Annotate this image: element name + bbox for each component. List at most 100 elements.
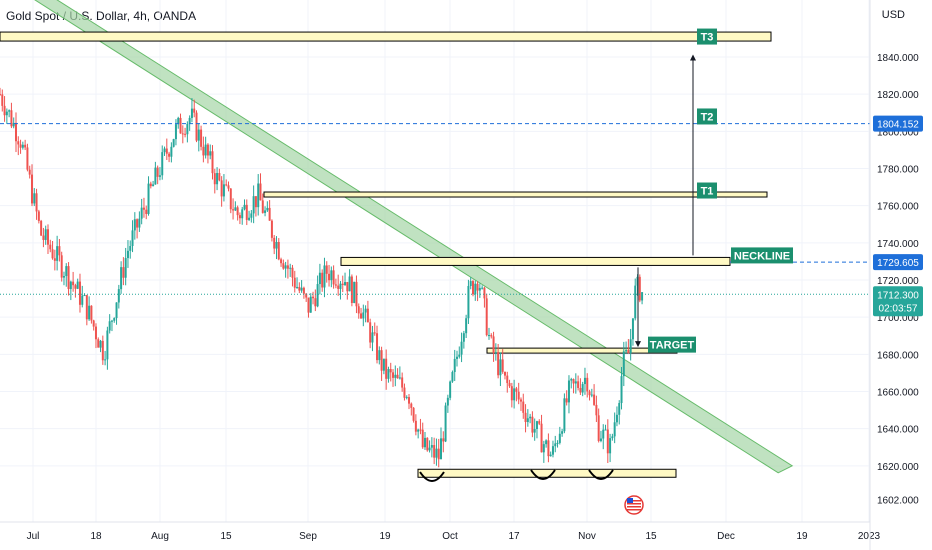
candle-body <box>273 237 276 249</box>
candle-body <box>261 200 264 213</box>
candle-body <box>1 94 4 106</box>
candle-body <box>110 320 113 322</box>
candle-body <box>3 105 6 116</box>
candle-body <box>113 318 116 321</box>
neckline-down-arrow-head <box>635 341 641 348</box>
candle-body <box>211 151 214 174</box>
candle-body <box>314 298 317 307</box>
x-tick-label: Oct <box>442 531 458 542</box>
candle-body <box>529 416 532 419</box>
candle-body <box>318 272 321 285</box>
flag-stripe <box>627 500 641 502</box>
candle-body <box>494 352 497 354</box>
candle-body <box>92 320 95 327</box>
candle-body <box>586 377 589 392</box>
candle-body <box>19 144 22 148</box>
candle-body <box>348 276 351 292</box>
candle-body <box>136 219 139 228</box>
candle-body <box>519 399 522 402</box>
bottom-smile-mark <box>419 471 445 482</box>
candle-body <box>410 403 413 408</box>
candle-body <box>197 129 200 141</box>
candle-body <box>471 281 474 295</box>
candle-body <box>254 196 257 208</box>
candle-body <box>622 351 625 377</box>
candle-body <box>604 429 607 431</box>
candle-countdown: 02:03:57 <box>879 303 918 314</box>
candle-body <box>524 412 527 423</box>
candle-body <box>346 282 349 292</box>
x-tick-label: 19 <box>796 531 808 542</box>
price-badge-1804.152: 1804.152 <box>877 120 919 131</box>
candle-body <box>289 267 292 269</box>
candle-body <box>405 397 408 399</box>
candle-body <box>396 374 399 379</box>
candle-body <box>567 380 570 403</box>
candle-body <box>492 336 495 353</box>
y-tick-label: 1620.000 <box>877 462 919 473</box>
flag-stripe <box>627 506 641 508</box>
candle-body <box>165 148 168 154</box>
label-target: TARGET <box>650 340 695 352</box>
candle-body <box>156 167 159 177</box>
candle-body <box>236 207 239 216</box>
candle-body <box>60 255 63 278</box>
candle-body <box>581 384 584 393</box>
candle-body <box>88 305 91 320</box>
candle-body <box>389 369 392 373</box>
candle-body <box>17 141 20 145</box>
x-tick-label: 15 <box>645 531 657 542</box>
candle-body <box>190 108 193 118</box>
candle-body <box>202 146 205 156</box>
candle-body <box>58 246 61 256</box>
candle-body <box>26 147 29 170</box>
candle-body <box>115 302 118 319</box>
x-tick-label: Aug <box>151 531 169 542</box>
candle-body <box>206 144 209 156</box>
candle-body <box>403 387 406 398</box>
candle-body <box>456 356 458 359</box>
x-tick-label: 19 <box>379 531 391 542</box>
label-t1-bg <box>697 182 717 199</box>
candle-body <box>40 220 43 236</box>
candle-body <box>392 372 395 378</box>
candle-body <box>181 133 184 135</box>
candle-body <box>503 371 506 376</box>
candle-body <box>270 220 273 238</box>
y-tick-label: 1840.000 <box>877 53 919 64</box>
candle-body <box>373 332 376 334</box>
candle-body <box>158 175 161 177</box>
candle-body <box>599 438 602 441</box>
candle-body <box>168 153 171 157</box>
y-tick-label: 1680.000 <box>877 350 919 361</box>
candle-body <box>90 305 93 321</box>
candle-body <box>216 173 219 185</box>
zone-support <box>417 468 677 478</box>
y-tick-label: 1700.000 <box>877 313 919 324</box>
candle-body <box>302 287 305 294</box>
label-t2: T2 <box>701 111 714 123</box>
annotations: T3 T2 T1 NECKLINE TARGET <box>0 28 870 515</box>
candle-body <box>394 374 397 378</box>
candle-body <box>65 266 68 277</box>
candle-body <box>129 246 132 251</box>
candle-body <box>540 423 543 453</box>
candle-body <box>533 429 536 433</box>
candle-body <box>152 184 155 187</box>
candle-body <box>147 183 150 214</box>
candle-body <box>291 267 294 278</box>
currency-label: USD <box>881 9 905 21</box>
flag-stripe <box>627 509 641 511</box>
x-tick-label: Sep <box>299 531 317 542</box>
candle-body <box>542 444 545 453</box>
candle-body <box>161 152 164 176</box>
candle-body <box>360 313 363 319</box>
candle-body <box>638 276 641 301</box>
candle-body <box>220 180 223 197</box>
candle-body <box>37 211 40 221</box>
candle-body <box>108 321 111 331</box>
candle-body <box>627 350 630 354</box>
candle-body <box>14 122 17 142</box>
candle-body <box>611 436 614 439</box>
